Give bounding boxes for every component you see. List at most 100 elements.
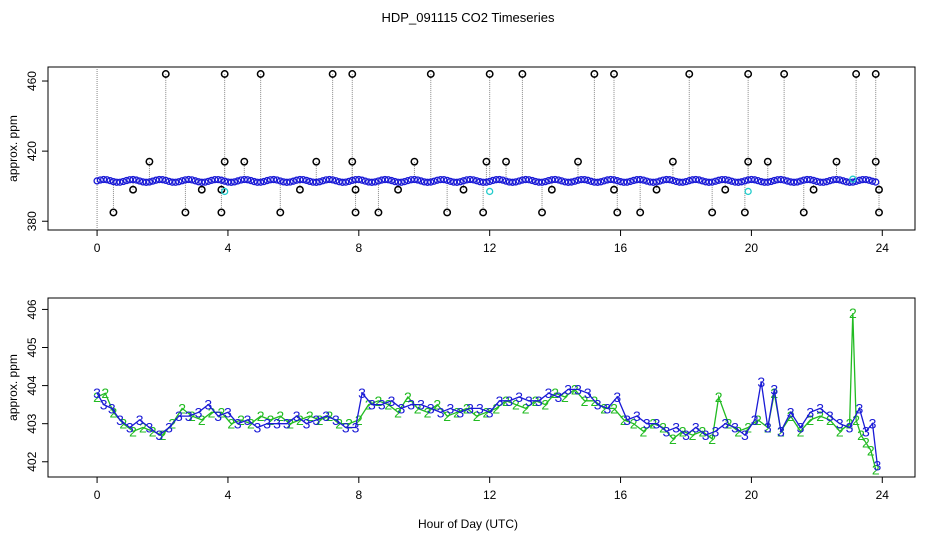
series-3-marker: 3	[447, 400, 455, 416]
series-2-marker: 2	[689, 427, 697, 443]
series-2-line	[96, 313, 877, 470]
baseline-point	[106, 176, 114, 185]
series-2-marker: 2	[296, 412, 304, 428]
baseline-point	[584, 176, 592, 184]
baseline-point	[368, 178, 376, 186]
outlier-point	[809, 185, 818, 194]
series-3-marker: 3	[515, 389, 523, 405]
bottom-plot-frame	[47, 297, 916, 478]
series-3-marker: 3	[312, 412, 320, 428]
bottom-x-tick-label: 0	[94, 488, 101, 502]
baseline-point	[544, 176, 553, 185]
bottom-y-tick-label: 403	[25, 413, 39, 433]
baseline-point	[767, 177, 775, 186]
series-3-marker: 3	[466, 400, 474, 416]
top-panel: 0 4 8 12 16 20 24 380 420 460 approx. ppm	[6, 66, 916, 255]
series-2-marker: 2	[139, 419, 147, 435]
baseline-point	[593, 178, 602, 186]
series-2-marker: 2	[267, 412, 275, 428]
baseline-point	[165, 177, 173, 186]
bottom-x-tick-label: 12	[483, 488, 497, 502]
baseline-point	[711, 177, 720, 185]
series-3-marker: 3	[108, 400, 116, 416]
series-3-marker: 3	[643, 416, 651, 432]
baseline-point	[770, 176, 778, 185]
outlier-point	[547, 185, 556, 194]
outlier-point	[479, 208, 488, 217]
series-2-marker: 2	[541, 397, 549, 413]
series-3-marker: 3	[846, 419, 854, 435]
baseline-point	[626, 177, 635, 186]
baseline-point	[643, 177, 651, 185]
baseline-point	[623, 178, 631, 186]
series-3-marker: 3	[116, 412, 124, 428]
series-2-marker: 2	[849, 305, 857, 321]
baseline-point	[567, 178, 576, 186]
outlier-point	[832, 157, 841, 166]
outlier-point	[295, 185, 304, 194]
series-2-marker: 2	[286, 416, 294, 432]
outlier-point	[348, 157, 357, 166]
outlier-point	[426, 70, 435, 78]
series-3-marker: 3	[869, 416, 877, 432]
baseline-point	[495, 175, 504, 184]
baseline-point	[649, 178, 657, 186]
series-2-marker: 2	[620, 412, 628, 428]
baseline-point	[639, 176, 648, 184]
baseline-point	[525, 176, 533, 184]
series-2-marker: 2	[394, 404, 402, 420]
series-2-marker: 2	[443, 408, 451, 424]
series-2-marker: 2	[257, 408, 265, 424]
baseline-point	[793, 178, 801, 186]
top-x-tick-label: 8	[355, 241, 362, 255]
baseline-point	[832, 175, 841, 184]
baseline-point	[404, 176, 412, 185]
series-2-marker: 2	[522, 400, 530, 416]
series-3-marker: 3	[797, 419, 805, 435]
series-2-marker: 2	[276, 408, 284, 424]
series-2-marker: 2	[754, 412, 762, 428]
series-2-marker: 2	[218, 404, 226, 420]
cyan-point	[486, 187, 494, 196]
series-3-marker: 3	[862, 423, 870, 439]
series-2-marker: 2	[414, 400, 422, 416]
baseline-point	[698, 177, 706, 185]
series-2-marker: 2	[306, 408, 314, 424]
baseline-point	[283, 178, 291, 186]
series-3-marker: 3	[731, 419, 739, 435]
baseline-point	[257, 178, 265, 186]
baseline-point	[849, 178, 857, 186]
baseline-point	[276, 177, 284, 185]
baseline-point	[809, 176, 818, 185]
baseline-point	[99, 175, 108, 184]
baseline-point	[149, 177, 157, 185]
series-3-marker: 3	[175, 408, 183, 424]
series-2-marker: 2	[404, 389, 412, 405]
baseline-point	[453, 178, 461, 186]
series-2-marker: 2	[698, 423, 706, 439]
baseline-point	[227, 178, 235, 186]
series-3-marker: 3	[806, 404, 814, 420]
baseline-point	[486, 177, 494, 186]
baseline-point	[142, 178, 150, 186]
baseline-point	[819, 178, 828, 186]
series-3-marker: 3	[185, 408, 193, 424]
baseline-point	[665, 176, 674, 184]
baseline-point	[201, 178, 209, 186]
baseline-point	[440, 175, 448, 184]
baseline-point	[260, 177, 268, 186]
series-3-marker: 3	[332, 412, 340, 428]
series-2-marker: 2	[355, 412, 363, 428]
series-2-marker: 2	[826, 412, 834, 428]
baseline-point	[872, 178, 880, 186]
outlier-point	[485, 70, 494, 78]
outlier-point	[181, 208, 190, 217]
series-2-marker: 2	[715, 389, 723, 405]
baseline-point	[472, 177, 481, 185]
top-y-tick-label: 420	[25, 141, 39, 161]
series-2-marker: 2	[316, 412, 324, 428]
baseline-point	[469, 176, 477, 184]
series-2-marker: 2	[463, 400, 471, 416]
baseline-point	[669, 176, 677, 185]
baseline-point	[515, 177, 523, 185]
